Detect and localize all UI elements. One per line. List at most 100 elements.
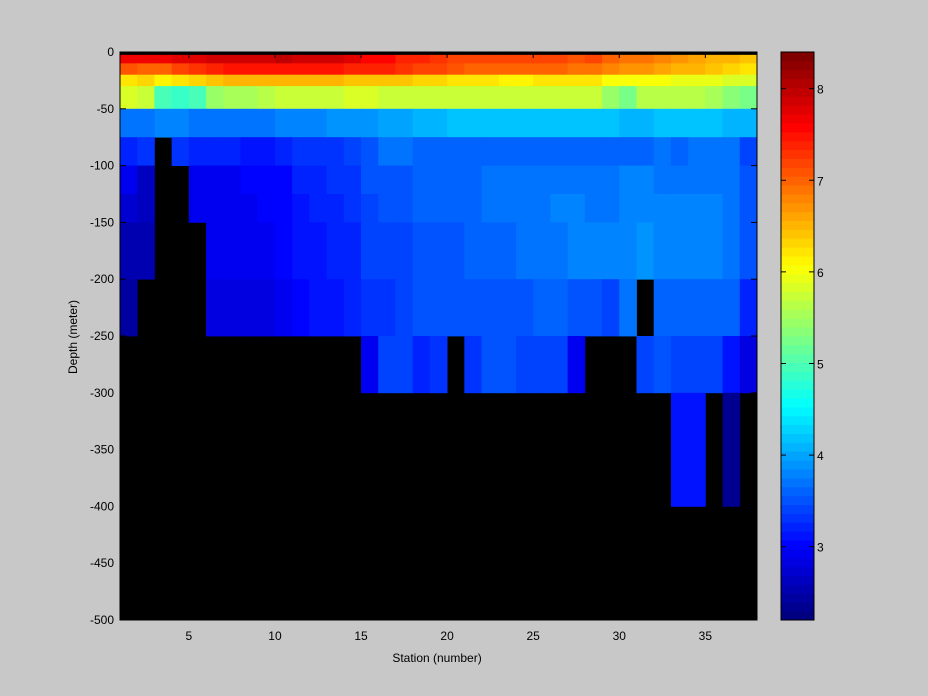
heatmap-cell xyxy=(223,86,241,104)
heatmap-cell xyxy=(378,194,396,223)
heatmap-cell xyxy=(412,86,431,104)
heatmap-cell xyxy=(378,63,396,76)
colorbar-segment xyxy=(781,114,814,124)
colorbar-segment xyxy=(781,78,814,88)
heatmap-cell xyxy=(636,336,655,394)
heatmap-cell xyxy=(309,165,327,195)
heatmap-cell xyxy=(739,336,758,394)
heatmap-cell xyxy=(137,63,155,76)
heatmap-cell xyxy=(361,63,379,76)
heatmap-cell xyxy=(670,279,689,337)
x-tick-label: 5 xyxy=(186,629,193,643)
heatmap-cell xyxy=(137,74,155,87)
heatmap-cell xyxy=(602,279,620,337)
colorbar-ticks: 3 4 5 6 7 8 xyxy=(781,83,824,555)
heatmap-cell xyxy=(429,54,448,64)
heatmap-cell xyxy=(498,279,517,337)
heatmap-cell xyxy=(412,137,431,166)
heatmap-cell xyxy=(361,86,379,104)
heatmap-cell xyxy=(292,279,310,337)
colorbar-segment xyxy=(781,140,814,151)
heatmap-cell xyxy=(670,54,689,64)
heatmap-cell xyxy=(550,165,569,195)
heatmap-cell xyxy=(274,222,293,280)
heatmap-cell xyxy=(326,103,345,110)
heatmap-cell xyxy=(447,103,465,110)
heatmap-cell xyxy=(533,103,551,110)
heatmap-cell xyxy=(464,86,482,104)
heatmap-cell xyxy=(240,279,259,337)
heatmap-cell xyxy=(619,279,637,337)
y-tick-label: 0 xyxy=(107,45,114,59)
heatmap-cell xyxy=(481,336,500,394)
heatmap-cell xyxy=(171,86,190,104)
heatmap-cell xyxy=(567,54,586,64)
heatmap-cell xyxy=(722,54,741,64)
heatmap-cell xyxy=(292,137,310,166)
heatmap-cell xyxy=(274,74,293,87)
heatmap-cell xyxy=(412,74,431,87)
colorbar-segment xyxy=(781,69,814,80)
heatmap-cell xyxy=(257,86,276,104)
heatmap-cell xyxy=(309,222,327,280)
heatmap-cell xyxy=(343,86,362,104)
heatmap-cell xyxy=(429,86,448,104)
heatmap-cell xyxy=(395,74,414,87)
heatmap-cell xyxy=(257,103,276,110)
heatmap-cell xyxy=(447,63,465,76)
heatmap-cell xyxy=(533,108,551,138)
heatmap-cell xyxy=(206,165,224,195)
heatmap-cell xyxy=(602,86,620,104)
heatmap-cell xyxy=(739,103,758,110)
heatmap-cell xyxy=(378,165,396,195)
heatmap-cell xyxy=(550,336,569,394)
heatmap-cell xyxy=(533,63,551,76)
colorbar-segment xyxy=(781,194,814,204)
heatmap-cell xyxy=(361,194,379,223)
heatmap-cell xyxy=(688,108,706,138)
heatmap-cell xyxy=(240,194,259,223)
heatmap-cell xyxy=(206,63,224,76)
heatmap-cell xyxy=(636,54,655,64)
heatmap-cell xyxy=(395,54,414,64)
heatmap-cell xyxy=(188,108,207,138)
colorbar-segment xyxy=(781,220,814,230)
y-tick-label: -150 xyxy=(90,215,114,229)
heatmap-cell xyxy=(326,74,345,87)
colorbar-segment xyxy=(781,478,814,488)
heatmap-cell xyxy=(395,108,414,138)
heatmap-cell xyxy=(412,108,431,138)
heatmap-cell xyxy=(636,74,655,87)
colorbar-segment xyxy=(781,131,814,142)
heatmap-cell xyxy=(257,63,276,76)
colorbar-segment xyxy=(781,247,814,257)
heatmap-cell xyxy=(257,108,276,138)
heatmap-cell xyxy=(223,279,241,337)
heatmap-cell xyxy=(447,279,465,337)
x-tick-label: 15 xyxy=(354,629,368,643)
heatmap-cell xyxy=(515,63,534,76)
heatmap-cell xyxy=(120,103,138,110)
colorbar-segment xyxy=(781,96,814,106)
heatmap-cell xyxy=(619,165,637,195)
heatmap-cell xyxy=(498,86,517,104)
heatmap-cell xyxy=(395,86,414,104)
colorbar-segment xyxy=(781,469,814,479)
heatmap-cell xyxy=(188,54,207,64)
heatmap-cell xyxy=(481,279,500,337)
heatmap-cell xyxy=(584,222,603,280)
heatmap-cell xyxy=(722,86,741,104)
heatmap-cell xyxy=(395,137,414,166)
heatmap-cell xyxy=(498,222,517,280)
heatmap-cell xyxy=(670,222,689,280)
heatmap-cell xyxy=(343,279,362,337)
colorbar-tick-label: 8 xyxy=(817,83,824,97)
heatmap-cell xyxy=(636,108,655,138)
x-axis-ticks: 5 10 15 20 25 30 35 xyxy=(186,52,712,643)
heatmap-cell xyxy=(670,63,689,76)
heatmap-cell xyxy=(705,86,723,104)
heatmap-cell xyxy=(137,194,155,223)
heatmap-cell xyxy=(120,63,138,76)
heatmap-cell xyxy=(464,63,482,76)
